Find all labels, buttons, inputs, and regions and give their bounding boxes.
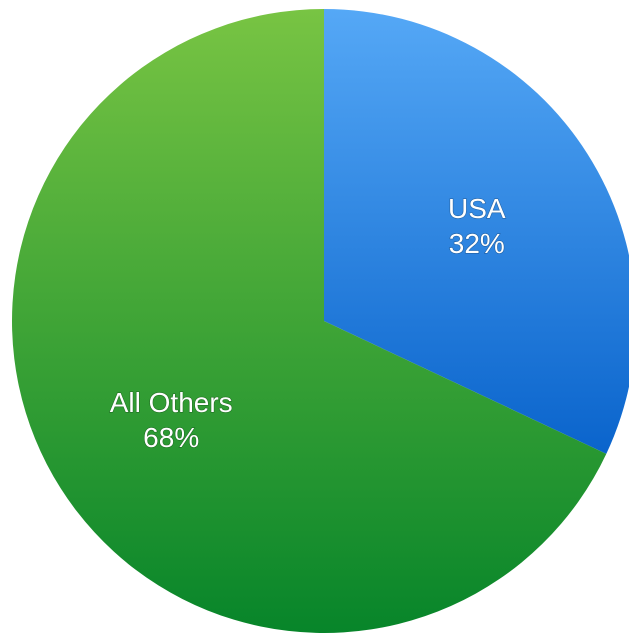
pie-slices xyxy=(11,9,629,633)
slice-label-all-others: All Others 68% xyxy=(110,387,233,453)
slice-category-label: USA xyxy=(448,193,506,224)
slice-category-label: All Others xyxy=(110,387,233,418)
pie-labels: USA 32% All Others 68% xyxy=(109,192,506,453)
pie-slice-usa xyxy=(324,9,629,454)
slice-value-label: 32% xyxy=(449,228,505,259)
slice-value-label: 68% xyxy=(143,422,199,453)
pie-slice-all-others xyxy=(11,9,607,633)
slice-label-usa: USA 32% xyxy=(448,193,506,259)
